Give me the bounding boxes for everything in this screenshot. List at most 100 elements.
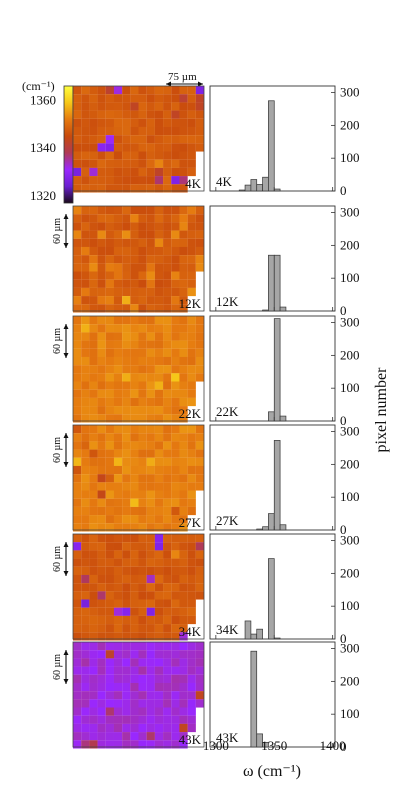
map-pixel	[105, 135, 114, 144]
map-pixel	[171, 230, 180, 239]
map-pixel	[97, 624, 106, 633]
map-pixel	[89, 365, 98, 374]
map-pixel	[138, 591, 147, 600]
map-pixel	[130, 523, 139, 532]
map-pixel	[97, 650, 106, 659]
map-pixel	[187, 425, 196, 434]
map-pixel	[171, 118, 180, 127]
map-pixel	[73, 176, 82, 185]
map-pixel	[171, 304, 180, 313]
map-pixel	[113, 263, 123, 272]
map-pixel	[130, 373, 139, 382]
map-pixel	[122, 699, 131, 708]
map-pixel	[73, 723, 82, 733]
map-pixel	[113, 126, 123, 136]
map-pixel	[154, 373, 164, 382]
map-pixel	[146, 381, 155, 390]
map-pixel	[122, 583, 131, 592]
map-pixel	[171, 542, 180, 551]
map-pixel	[163, 94, 172, 103]
map-pixel	[138, 506, 147, 516]
map-pixel	[97, 110, 106, 119]
map-pixel	[73, 650, 82, 659]
map-pixel	[97, 506, 106, 516]
map-pixel	[171, 425, 180, 434]
map-pixel	[73, 86, 82, 95]
map-pixel	[179, 566, 188, 575]
map-pixel	[89, 373, 98, 382]
map-pixel	[154, 348, 164, 357]
map-pixel	[171, 607, 180, 616]
map-pixel	[179, 490, 188, 499]
map-pixel	[89, 574, 98, 584]
map-pixel	[130, 674, 139, 683]
map-pixel	[146, 599, 155, 608]
map-pixel	[187, 340, 196, 349]
map-pixel	[195, 465, 205, 475]
map-pixel	[138, 715, 147, 724]
map-pixel	[179, 246, 188, 256]
map-pixel	[138, 126, 147, 136]
map-pixel	[97, 356, 106, 366]
map-pixel	[81, 449, 90, 458]
map-pixel	[187, 324, 196, 333]
map-pixel	[163, 102, 172, 111]
map-pixel	[105, 414, 114, 423]
map-pixel	[97, 515, 106, 524]
map-pixel	[89, 506, 98, 516]
map-pixel	[97, 740, 106, 749]
map-pixel	[154, 365, 164, 374]
map-pixel	[122, 441, 131, 450]
map-pixel	[113, 498, 123, 507]
map-pixel	[179, 143, 188, 152]
map-pixel	[130, 449, 139, 458]
map-pixel	[122, 126, 131, 136]
map-pixel	[73, 214, 82, 223]
map-pixel	[81, 515, 90, 524]
map-pixel	[187, 238, 196, 247]
map-pixel	[171, 263, 180, 272]
map-pixel	[179, 263, 188, 272]
map-pixel	[146, 542, 155, 551]
map-pixel	[130, 167, 139, 177]
colorbar-strip	[63, 85, 74, 204]
map-pixel	[130, 740, 139, 749]
map-pixel	[73, 534, 82, 543]
map-pixel	[113, 373, 123, 382]
map-pixel	[122, 599, 131, 608]
map-pixel	[187, 279, 196, 288]
map-pixel	[122, 348, 131, 357]
map-pixel	[130, 340, 139, 349]
map-pixel	[171, 558, 180, 567]
map-pixel	[187, 159, 196, 168]
map-pixel	[73, 523, 82, 532]
map-pixel	[89, 490, 98, 499]
map-pixel	[138, 118, 147, 127]
map-pixel	[163, 441, 172, 450]
map-pixel	[81, 304, 90, 313]
map-panel: 4K	[72, 85, 205, 193]
map-pixel	[171, 94, 180, 103]
map-pixel	[73, 715, 82, 724]
y-tick-label: 100	[340, 489, 360, 504]
map-pixel	[154, 534, 164, 543]
map-pixel	[187, 658, 196, 667]
map-pixel	[97, 118, 106, 127]
map-pixel	[130, 332, 139, 341]
map-pixel	[89, 135, 98, 144]
map-pixel	[81, 406, 90, 415]
map-pixel	[89, 406, 98, 415]
y-tick-label: 100	[340, 270, 360, 285]
map-pixel	[171, 707, 180, 716]
map-pixel	[89, 674, 98, 683]
map-frame	[72, 315, 205, 422]
y-tick-label: 300	[340, 641, 360, 656]
map-pixel	[171, 650, 180, 659]
map-pixel	[81, 550, 90, 559]
map-pixel	[122, 498, 131, 507]
map-pixel	[81, 591, 90, 600]
map-pixel	[146, 650, 155, 659]
map-pixel	[130, 94, 139, 103]
map-pixel	[73, 222, 82, 231]
map-pixel	[89, 86, 98, 95]
